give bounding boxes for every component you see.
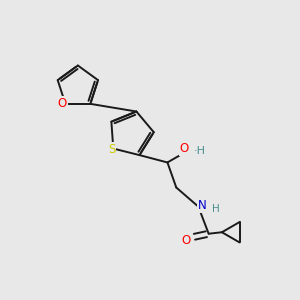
Text: S: S [108, 143, 116, 156]
Text: O: O [182, 234, 191, 247]
Text: ·H: ·H [194, 146, 206, 156]
Text: O: O [58, 97, 67, 110]
Text: H: H [212, 204, 220, 214]
Text: N: N [197, 199, 206, 212]
Text: O: O [180, 142, 189, 155]
